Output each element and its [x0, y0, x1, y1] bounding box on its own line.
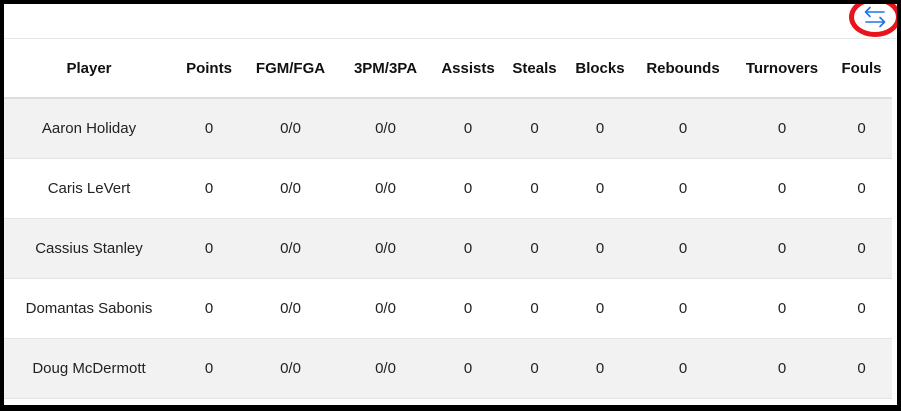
steals-cell: 0 [530, 299, 539, 317]
toggle-view-button[interactable] [849, 4, 897, 37]
column-header-assists[interactable]: Assists [434, 39, 502, 99]
steals-cell: 0 [530, 239, 539, 257]
player-name-cell: Caris LeVert [47, 179, 131, 197]
panel-toolbar [4, 4, 897, 39]
steals-cell: 0 [530, 359, 539, 377]
3pm-3pa-cell: 0/0 [375, 299, 396, 317]
table-row[interactable]: Doug McDermott 0 0/0 0/0 0 0 0 0 0 0 [4, 338, 892, 398]
fgm-fga-cell: 0/0 [280, 359, 301, 377]
turnovers-cell: 0 [777, 299, 787, 317]
column-header-turnovers[interactable]: Turnovers [733, 39, 831, 99]
turnovers-cell: 0 [777, 359, 787, 377]
3pm-3pa-cell: 0/0 [375, 239, 396, 257]
fouls-cell: 0 [857, 239, 866, 257]
column-header-steals[interactable]: Steals [502, 39, 567, 99]
turnovers-cell: 0 [777, 179, 787, 197]
player-name-cell: Cassius Stanley [35, 239, 143, 257]
table-row[interactable]: Aaron Holiday 0 0/0 0/0 0 0 0 0 0 0 [4, 98, 892, 158]
table-row[interactable]: Domantas Sabonis 0 0/0 0/0 0 0 0 0 0 0 [4, 278, 892, 338]
fgm-fga-cell: 0/0 [280, 179, 301, 197]
points-cell: 0 [204, 359, 214, 377]
swap-arrows-icon [864, 6, 886, 28]
fouls-cell: 0 [857, 179, 866, 197]
points-cell: 0 [204, 299, 214, 317]
fgm-fga-cell: 0/0 [280, 239, 301, 257]
blocks-cell: 0 [595, 359, 605, 377]
assists-cell: 0 [463, 299, 473, 317]
3pm-3pa-cell: 0/0 [375, 359, 396, 377]
column-header-fouls[interactable]: Fouls [831, 39, 892, 99]
points-cell: 0 [204, 179, 214, 197]
fouls-cell: 0 [857, 359, 866, 377]
blocks-cell: 0 [595, 239, 605, 257]
3pm-3pa-cell: 0/0 [375, 119, 396, 137]
blocks-cell: 0 [595, 299, 605, 317]
table-row[interactable]: Cassius Stanley 0 0/0 0/0 0 0 0 0 0 0 [4, 218, 892, 278]
column-header-fgm-fga[interactable]: FGM/FGA [244, 39, 337, 99]
table-header-row: Player Points FGM/FGA 3PM/3PA Assists St… [4, 39, 892, 99]
column-header-blocks[interactable]: Blocks [567, 39, 633, 99]
fgm-fga-cell: 0/0 [280, 119, 301, 137]
player-name-cell: Doug McDermott [32, 359, 146, 377]
assists-cell: 0 [463, 179, 473, 197]
column-header-player[interactable]: Player [4, 39, 174, 99]
turnovers-cell: 0 [777, 239, 787, 257]
blocks-cell: 0 [595, 119, 605, 137]
blocks-cell: 0 [595, 179, 605, 197]
fouls-cell: 0 [857, 119, 866, 137]
rebounds-cell: 0 [678, 119, 688, 137]
turnovers-cell: 0 [777, 119, 787, 137]
3pm-3pa-cell: 0/0 [375, 179, 396, 197]
points-cell: 0 [204, 239, 214, 257]
column-header-rebounds[interactable]: Rebounds [633, 39, 733, 99]
column-header-points[interactable]: Points [174, 39, 244, 99]
player-name-cell: Domantas Sabonis [25, 299, 153, 317]
column-header-3pm-3pa[interactable]: 3PM/3PA [337, 39, 434, 99]
fouls-cell: 0 [857, 299, 866, 317]
rebounds-cell: 0 [678, 299, 688, 317]
rebounds-cell: 0 [678, 179, 688, 197]
steals-cell: 0 [530, 119, 539, 137]
table-body: Aaron Holiday 0 0/0 0/0 0 0 0 0 0 0 Caris LeVert 0 0… [4, 98, 892, 398]
fgm-fga-cell: 0/0 [280, 299, 301, 317]
assists-cell: 0 [463, 239, 473, 257]
table-row[interactable]: Caris LeVert 0 0/0 0/0 0 0 0 0 0 0 [4, 158, 892, 218]
player-stats-table: Player Points FGM/FGA 3PM/3PA Assists St… [4, 39, 892, 399]
player-name-cell: Aaron Holiday [41, 119, 137, 137]
rebounds-cell: 0 [678, 239, 688, 257]
assists-cell: 0 [463, 359, 473, 377]
points-cell: 0 [204, 119, 214, 137]
assists-cell: 0 [463, 119, 473, 137]
steals-cell: 0 [530, 179, 539, 197]
rebounds-cell: 0 [678, 359, 688, 377]
